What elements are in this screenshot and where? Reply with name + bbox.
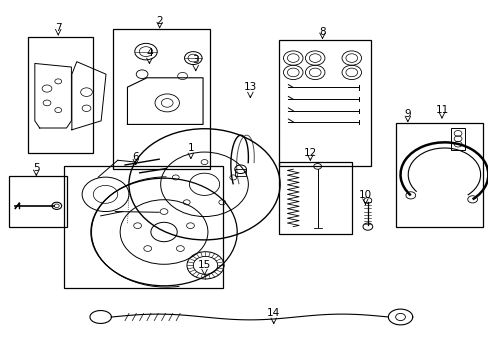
- Text: 4: 4: [146, 48, 152, 58]
- Text: 14: 14: [266, 308, 280, 318]
- Bar: [234, 169, 246, 176]
- Text: 11: 11: [434, 105, 447, 116]
- Text: 7: 7: [55, 23, 61, 33]
- Text: 8: 8: [319, 27, 325, 37]
- Text: 1: 1: [187, 143, 194, 153]
- Bar: [113, 30, 210, 169]
- Bar: [64, 166, 222, 288]
- Text: 15: 15: [198, 260, 211, 270]
- Text: 3: 3: [192, 55, 199, 65]
- Bar: [9, 176, 66, 226]
- Text: 10: 10: [358, 190, 371, 200]
- Bar: [395, 123, 483, 226]
- Bar: [450, 128, 465, 150]
- Text: 12: 12: [303, 148, 316, 158]
- Text: 9: 9: [404, 109, 410, 119]
- Text: 2: 2: [156, 16, 163, 26]
- Text: 6: 6: [132, 152, 139, 162]
- Text: 5: 5: [33, 163, 40, 173]
- Bar: [278, 40, 370, 166]
- Bar: [278, 162, 351, 234]
- Bar: [27, 37, 93, 153]
- Text: 13: 13: [243, 82, 257, 92]
